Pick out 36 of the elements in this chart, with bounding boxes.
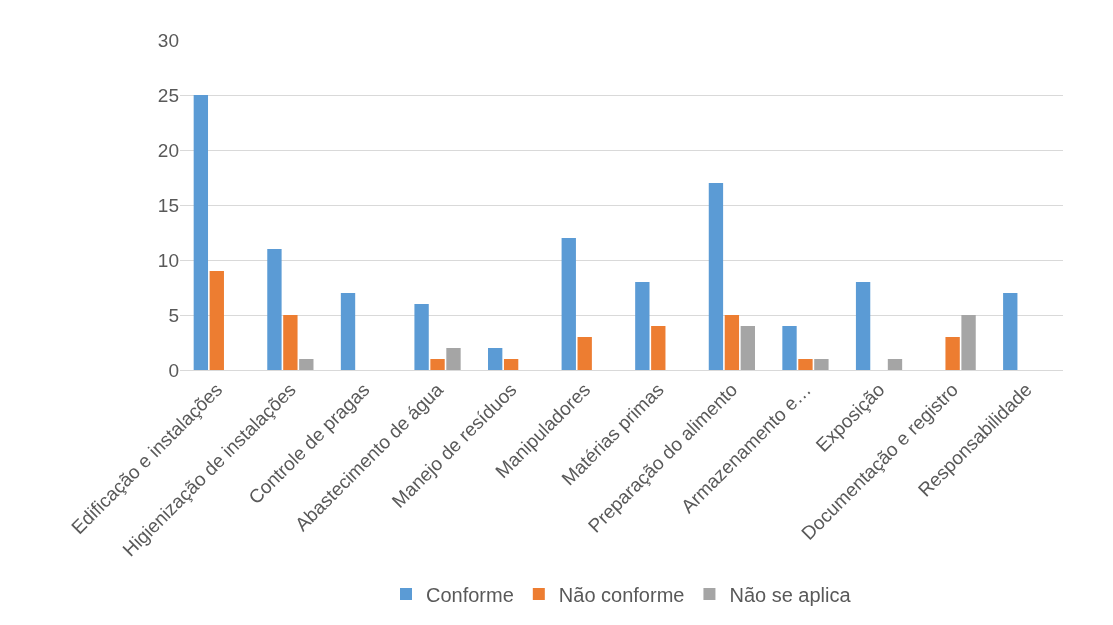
- bar: [740, 326, 755, 370]
- bar: [430, 359, 445, 370]
- legend-label: Não se aplica: [729, 583, 852, 606]
- bar: [267, 249, 282, 370]
- y-tick-label: 20: [157, 139, 179, 161]
- bar: [193, 95, 209, 370]
- bar: [708, 183, 724, 370]
- bar: [635, 282, 650, 370]
- bar: [651, 326, 666, 370]
- bar: [503, 359, 519, 370]
- legend-label: Conforme: [426, 583, 514, 606]
- bar: [814, 359, 829, 370]
- bar: [887, 359, 903, 370]
- bar: [1003, 293, 1018, 370]
- bar: [414, 304, 429, 370]
- y-tick-label: 30: [157, 29, 179, 51]
- bar: [577, 337, 592, 370]
- bar: [283, 315, 298, 370]
- bar: [961, 315, 976, 370]
- bar: [446, 348, 461, 370]
- y-tick-label: 10: [157, 249, 179, 271]
- bar: [561, 238, 576, 370]
- y-tick-label: 15: [157, 194, 179, 216]
- bar: [340, 293, 356, 370]
- y-tick-label: 25: [157, 84, 179, 106]
- bar: [299, 359, 314, 370]
- bar: [488, 348, 503, 370]
- y-tick-label: 5: [168, 304, 179, 326]
- bar: [798, 359, 813, 370]
- bar: [782, 326, 797, 370]
- legend-label: Não conforme: [558, 583, 685, 606]
- bar: [209, 271, 224, 370]
- bar: [855, 282, 871, 370]
- bar: [945, 337, 960, 370]
- bar: [724, 315, 740, 370]
- y-tick-label: 0: [168, 359, 179, 381]
